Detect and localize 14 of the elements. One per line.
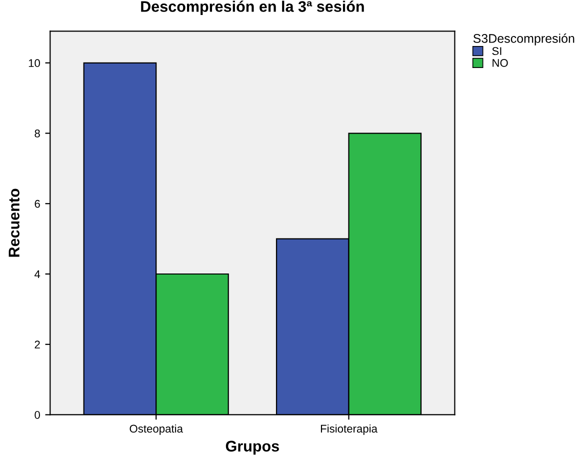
- x-tick-label: Osteopatia: [130, 424, 183, 435]
- y-tick-label: 8: [34, 130, 40, 138]
- y-tick-label: 2: [34, 340, 40, 348]
- y-tick-label: 6: [34, 200, 40, 208]
- y-tick-label: 4: [34, 270, 40, 278]
- y-tick-label: 10: [28, 59, 40, 68]
- y-tick-label: 0: [34, 411, 40, 419]
- legend-title: S3Descompresión: [473, 34, 574, 46]
- chart-title: Descompresión en la 3ª sesión: [141, 0, 364, 15]
- y-axis-title: Recuento: [8, 188, 20, 257]
- legend-label: NO: [492, 59, 508, 67]
- x-tick-label: Fisioterapia: [320, 424, 378, 435]
- x-axis-title: Grupos: [226, 440, 279, 455]
- legend-label: SI: [492, 47, 502, 56]
